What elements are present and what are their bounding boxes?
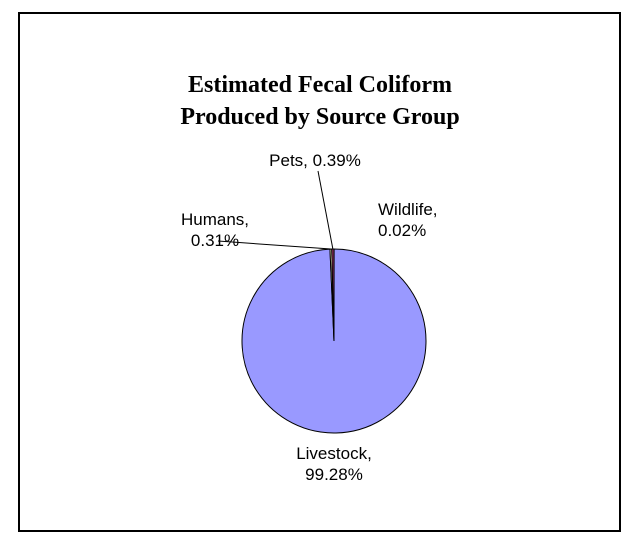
slice-label-humans: Humans, [181, 210, 249, 229]
chart-frame: Estimated Fecal Coliform Produced by Sou… [18, 12, 621, 532]
slice-label-humans: 0.31% [191, 231, 239, 250]
chart-title-line-2: Produced by Source Group [180, 104, 459, 130]
pie-slices [242, 249, 426, 433]
slice-label-livestock: 99.28% [305, 465, 363, 484]
slice-label-pets: Pets, 0.39% [269, 151, 361, 170]
slice-label-wildlife: 0.02% [378, 221, 426, 240]
slice-label-livestock: Livestock, [296, 444, 372, 463]
slice-label-wildlife: Wildlife, [378, 200, 438, 219]
chart-title-line-1: Estimated Fecal Coliform [188, 72, 452, 98]
pie-chart: Estimated Fecal Coliform Produced by Sou… [20, 14, 623, 534]
leader-line-pets [318, 171, 333, 249]
